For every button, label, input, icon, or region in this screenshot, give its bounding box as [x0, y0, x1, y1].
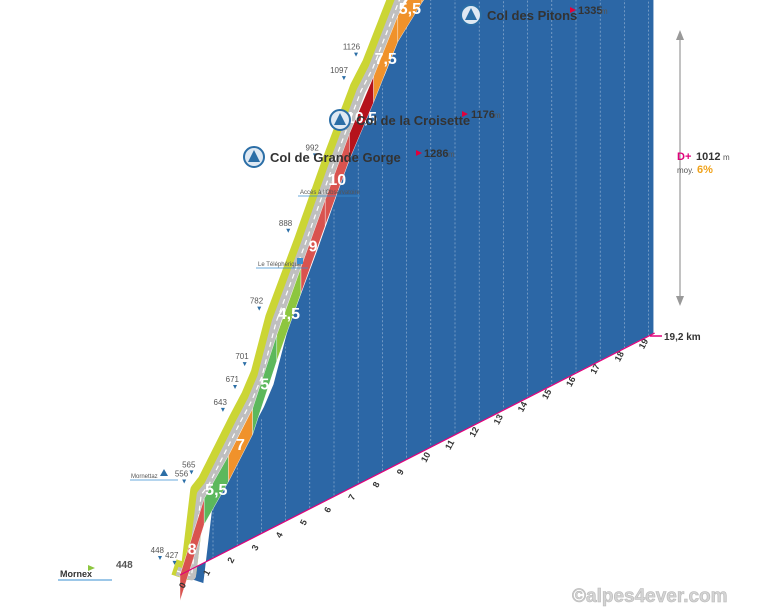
svg-text:Mornex: Mornex	[60, 569, 92, 579]
road-centerline	[176, 0, 401, 577]
svg-text:m: m	[448, 150, 455, 159]
altitude-label-8: 888	[279, 219, 293, 228]
km-tick-label-12: 12	[467, 425, 481, 439]
col-grande-gorge: Col de Grande Gorge 1286 m	[243, 146, 455, 168]
altitude-marker-6	[242, 362, 247, 367]
altitude-label-11: 1126	[343, 43, 361, 52]
altitude-marker-9	[312, 153, 317, 158]
gradient-label-5: 9	[309, 239, 318, 256]
altitude-marker-5	[233, 384, 238, 389]
km-tick-label-16: 16	[564, 375, 578, 389]
altitude-label-1: 427	[165, 551, 179, 560]
km-tick-label-5: 5	[298, 518, 309, 527]
col-grande-gorge-name: Col de Grande Gorge	[270, 150, 401, 165]
altitude-marker-11	[354, 52, 359, 57]
col-pitons-alt: 1335	[578, 5, 602, 17]
altitude-marker-8	[286, 228, 291, 233]
gradient-label-6: 10	[328, 172, 346, 189]
svg-text:Accès à l'Observatoire: Accès à l'Observatoire	[300, 190, 360, 196]
gain-value: 1012	[696, 151, 720, 163]
gradient-label-1: 5,5	[205, 482, 227, 499]
svg-text:m: m	[601, 7, 608, 16]
col-pitons: Col des Pitons 1335 m	[460, 4, 608, 26]
gradient-label-2: 7	[236, 437, 245, 454]
altitude-label-6: 701	[235, 352, 249, 361]
km-tick-label-6: 6	[322, 505, 333, 514]
gradient-segments: 85,5754,591010,57,55,5745,511,55,53,542,…	[179, 0, 425, 602]
distance-total: 19,2 km	[650, 332, 701, 343]
gain-label: D+	[677, 151, 691, 163]
km-tick-label-3: 3	[250, 543, 261, 552]
altitude-marker-10	[341, 76, 346, 81]
gradient-label-7: 10,5	[346, 110, 377, 127]
altitude-label-9: 992	[306, 143, 320, 152]
place-observatoire: Accès à l'Observatoire	[298, 190, 360, 197]
place-telepherique: Le Téléphérique	[256, 258, 308, 269]
profile-blue-face	[180, 0, 654, 584]
gradient-label-9: 5,5	[399, 1, 421, 18]
col-croisette-name: Col de la Croisette	[356, 113, 470, 128]
start-altitude: 448	[116, 560, 133, 571]
col-grande-gorge-alt: 1286	[424, 148, 448, 160]
height-arrow	[676, 30, 684, 306]
altitude-label-5: 671	[226, 375, 240, 384]
altitude-label-7: 782	[250, 297, 264, 306]
altitude-marker-0	[158, 556, 162, 560]
gradient-label-8: 7,5	[375, 51, 397, 68]
km-tick-label-0: 0	[177, 581, 188, 590]
km-tick-label-15: 15	[540, 387, 554, 401]
gradient-label-4: 4,5	[278, 306, 300, 323]
km-tick-label-10: 10	[419, 450, 433, 464]
km-tick-label-7: 7	[346, 493, 357, 502]
altitude-marker-2	[182, 479, 187, 484]
col-pitons-name: Col des Pitons	[487, 8, 577, 23]
km-tick-label-8: 8	[371, 480, 382, 489]
gradient-segment-10	[421, 0, 425, 4]
svg-text:moy.: moy.	[677, 166, 694, 175]
place-mornettaz: Mornettaz	[130, 469, 178, 481]
km-tick-label-9: 9	[395, 467, 406, 476]
altitude-label-10: 1097	[330, 66, 348, 75]
gradient-label-0: 8	[188, 542, 197, 559]
place-mornex: Mornex 448	[58, 560, 133, 581]
altitude-label-0: 448	[151, 546, 165, 555]
altitude-marker-4	[220, 407, 225, 412]
km-tick-label-11: 11	[443, 438, 456, 451]
altitude-label-3: 565	[182, 460, 196, 469]
col-croisette-alt: 1176	[471, 109, 495, 121]
average-grade: 6%	[697, 164, 713, 176]
profile-body	[180, 0, 654, 584]
col-croisette: Col de la Croisette 1176 m	[329, 109, 501, 131]
km-tick-label-14: 14	[516, 400, 530, 414]
watermark: ©alpes4ever.com	[572, 586, 728, 607]
km-tick-label-13: 13	[492, 413, 506, 427]
altitude-marker-3	[189, 470, 194, 475]
altitude-label-4: 643	[214, 398, 228, 407]
km-tick-label-4: 4	[274, 530, 285, 539]
km-baseline	[179, 332, 655, 576]
climb-summary: D+ 1012 m moy. 6%	[677, 151, 730, 176]
altitude-label-2: 556	[175, 469, 189, 478]
altitude-labels: 4484275565656436717017828889921097112612…	[151, 43, 361, 565]
profile-road	[168, 0, 405, 581]
svg-text:m: m	[723, 153, 730, 162]
cable-car-icon	[297, 258, 303, 264]
svg-text:Mornettaz: Mornettaz	[131, 474, 158, 480]
altitude-marker-1	[172, 560, 177, 565]
distance-label: 19,2 km	[664, 332, 701, 343]
km-tick-label-1: 1	[201, 568, 212, 577]
svg-text:m: m	[494, 111, 501, 120]
km-tick-label-2: 2	[225, 556, 236, 565]
svg-text:Le Téléphérique: Le Téléphérique	[258, 262, 302, 268]
gradient-label-3: 5	[260, 377, 269, 394]
altitude-marker-7	[257, 306, 262, 311]
